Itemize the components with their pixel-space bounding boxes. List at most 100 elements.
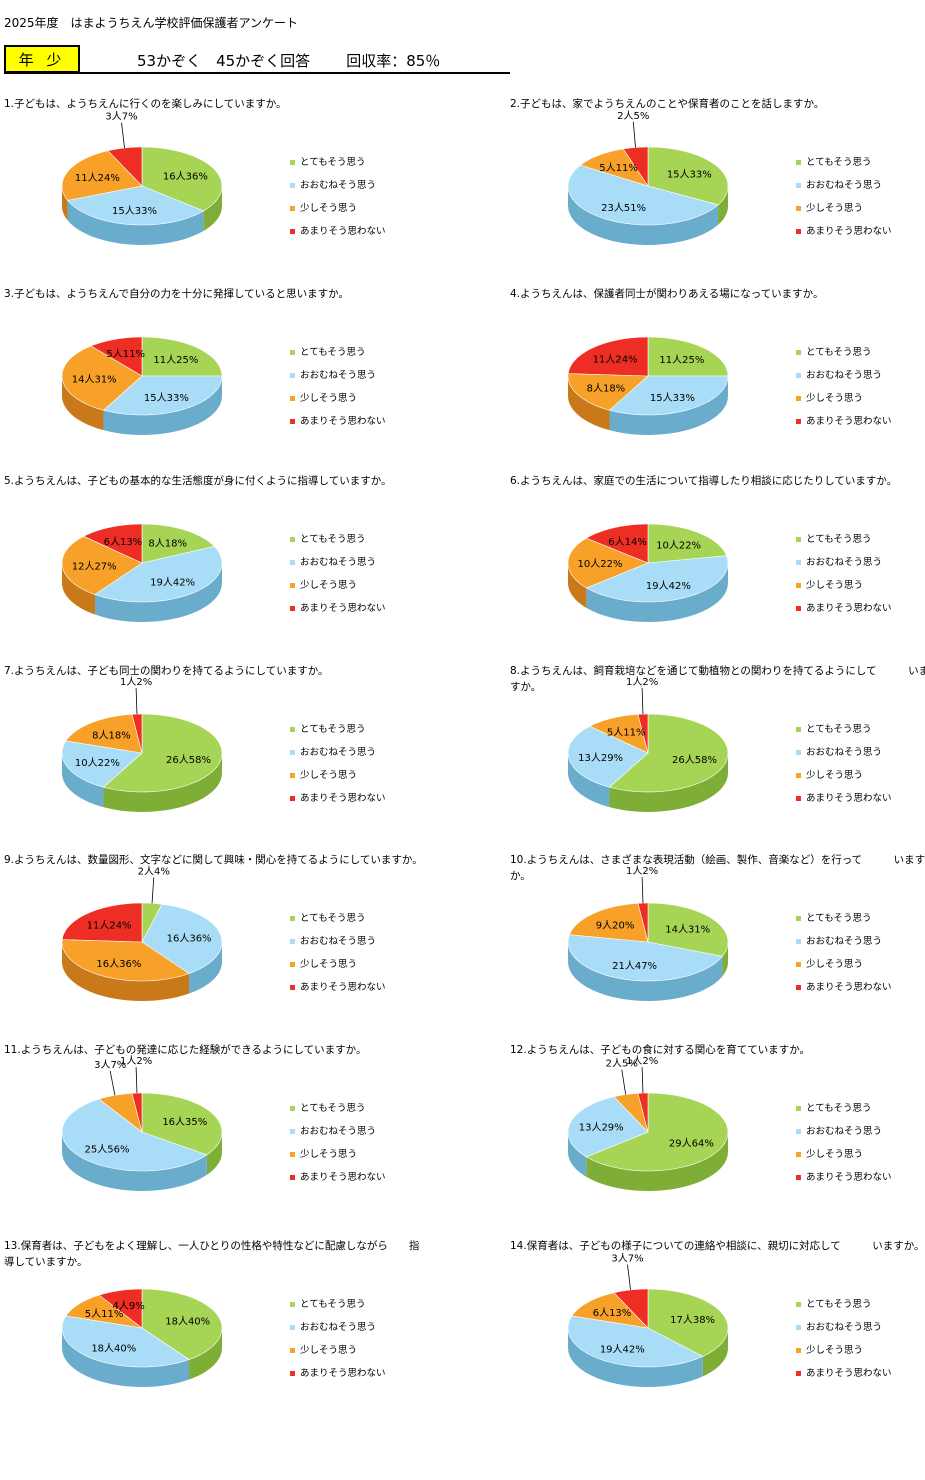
legend-item: 少しそう思う: [290, 200, 357, 214]
pie-side-1: [722, 942, 728, 977]
document-title: 2025年度 はまようちえん学校評価保護者アンケート: [4, 16, 299, 30]
data-label: 29人64%: [669, 1137, 714, 1149]
data-label: 10人22%: [578, 558, 623, 570]
leader-line: [627, 1264, 631, 1290]
legend-swatch: [290, 985, 295, 990]
chart-title: 14.保育者は、子どもの様子についての連絡や相談に、親切に対応して いますか。: [510, 1240, 925, 1252]
chart-title: 9.ようちえんは、数量図形、文字などに関して興味・関心を持てるようにしていますか…: [4, 854, 423, 866]
legend-item: 少しそう思う: [290, 390, 357, 404]
pie-side-1: [702, 1328, 728, 1377]
legend-label: おおむねそう思う: [300, 1126, 377, 1137]
pie-slice-3: [571, 1292, 649, 1329]
data-label: 11人25%: [153, 354, 198, 366]
legend-item: あまりそう思わない: [796, 1169, 892, 1183]
data-label: 13人29%: [579, 1122, 624, 1134]
data-label: 6人13%: [593, 1307, 632, 1319]
data-label: 1人2%: [626, 865, 658, 877]
legend-label: おおむねそう思う: [300, 936, 377, 947]
pie-side-3: [568, 376, 610, 431]
data-label: 10人22%: [75, 757, 120, 769]
legend-swatch: [796, 1106, 801, 1111]
legend-swatch: [290, 350, 295, 355]
chart-title: 8.ようちえんは、飼育栽培などを通じて動植物との関わりを持てるようにして います…: [510, 665, 925, 693]
legend-item: あまりそう思わない: [796, 223, 892, 237]
legend-swatch: [796, 1175, 801, 1180]
legend-swatch: [290, 1175, 295, 1180]
legend-item: とてもそう思う: [290, 154, 366, 168]
legend-label: とてもそう思う: [300, 534, 366, 545]
chart-title: 13.保育者は、子どもをよく理解し、一人ひとりの性格や特性などに配慮しながら 指…: [4, 1240, 420, 1268]
pie-svg: 16人35% 25人56% 3人7%1人2%: [61, 1055, 223, 1191]
chart-title: 10.ようちえんは、さまざまな表現活動（絵画、製作、音楽など）を行って いますか…: [510, 854, 925, 882]
pie-slice-4: [637, 902, 649, 943]
pie-chart-6: 6.ようちえんは、家庭での生活について指導したり相談に応じたりしていますか。 10…: [510, 473, 925, 658]
legend-swatch: [796, 750, 801, 755]
legend-item: おおむねそう思う: [796, 1319, 882, 1333]
pie-slice-4: [613, 1288, 649, 1329]
data-label: 10人22%: [656, 539, 701, 551]
legend-swatch: [796, 773, 801, 778]
data-label: 14人31%: [665, 923, 710, 935]
pie-slice-2: [567, 1096, 649, 1158]
legend-swatch: [796, 939, 801, 944]
legend-swatch: [796, 1302, 801, 1307]
legend-item: とてもそう思う: [796, 910, 872, 924]
pie-svg: 18人40% 18人40% 5人11%4人9%: [61, 1288, 223, 1387]
pie-svg: 11人25% 15人33% 14人31% 5人11%: [61, 336, 223, 435]
data-label: 5人11%: [607, 727, 646, 739]
chart-title: 11.ようちえんは、子どもの発達に応じた経験ができるようにしていますか。: [4, 1044, 367, 1056]
legend-item: あまりそう思わない: [796, 790, 892, 804]
legend-item: あまりそう思わない: [290, 600, 386, 614]
legend-label: あまりそう思わない: [300, 1368, 386, 1379]
legend-item: あまりそう思わない: [290, 223, 386, 237]
pie-slice-2: [94, 546, 223, 603]
legend-item: とてもそう思う: [290, 1100, 366, 1114]
pie-svg: 15人33% 23人51% 5人11% 2人5%: [567, 110, 729, 245]
legend-label: あまりそう思わない: [300, 603, 386, 614]
legend-item: あまりそう思わない: [290, 1169, 386, 1183]
data-label: 23人51%: [601, 202, 646, 214]
chart-title: 2.子どもは、家でようちえんのことや保育者のことを話しますか。: [510, 98, 825, 110]
legend-label: 少しそう思う: [806, 393, 864, 404]
pie-svg: 8人18% 19人42% 12人27% 6人13%: [61, 523, 223, 622]
legend-item: 少しそう思う: [290, 1342, 357, 1356]
legend-item: 少しそう思う: [290, 767, 357, 781]
pie-side-2: [189, 942, 222, 994]
legend-swatch: [290, 183, 295, 188]
data-label: 5人11%: [599, 162, 638, 174]
legend-item: とてもそう思う: [796, 1296, 872, 1310]
pie-side-2: [62, 753, 104, 808]
legend-item: とてもそう思う: [796, 721, 872, 735]
pie-chart-14: 14.保育者は、子どもの様子についての連絡や相談に、親切に対応して いますか。 1…: [510, 1238, 925, 1423]
legend-item: あまりそう思わない: [290, 979, 386, 993]
legend-item: おおむねそう思う: [796, 744, 882, 758]
pie-slice-3: [61, 535, 143, 595]
legend-swatch: [290, 396, 295, 401]
data-label: 6人14%: [608, 536, 647, 548]
legend-label: とてもそう思う: [806, 534, 872, 545]
legend-swatch: [796, 373, 801, 378]
legend-item: おおむねそう思う: [290, 933, 376, 947]
pie-slice-1: [141, 1288, 223, 1360]
chart-title: 1.子どもは、ようちえんに行くのを楽しみにしていますか。: [4, 98, 287, 110]
legend-item: 少しそう思う: [290, 577, 357, 591]
pie-slice-2: [567, 164, 719, 226]
legend-item: おおむねそう思う: [796, 177, 882, 191]
pie-slice-3: [579, 148, 649, 187]
legend-swatch: [796, 796, 801, 801]
legend-item: とてもそう思う: [290, 910, 366, 924]
chart-title: 6.ようちえんは、家庭での生活について指導したり相談に応じたりしていますか。: [510, 475, 898, 487]
legend-swatch: [796, 916, 801, 921]
data-label: 11人24%: [593, 353, 638, 365]
chart-title: 12.ようちえんは、子どもの食に対する関心を育てていますか。: [510, 1044, 810, 1056]
leader-line: [135, 1067, 138, 1094]
legend-label: あまりそう思わない: [806, 982, 892, 993]
legend-swatch: [796, 1348, 801, 1353]
data-label: 3人7%: [94, 1059, 126, 1071]
legend-item: 少しそう思う: [290, 1146, 357, 1160]
data-label: 15人33%: [667, 169, 712, 181]
pie-chart-10: 10.ようちえんは、さまざまな表現活動（絵画、製作、音楽など）を行って いますか…: [510, 852, 925, 1037]
pie-slice-2: [567, 1315, 704, 1368]
legend-swatch: [796, 206, 801, 211]
pie-slice-4: [637, 713, 649, 754]
